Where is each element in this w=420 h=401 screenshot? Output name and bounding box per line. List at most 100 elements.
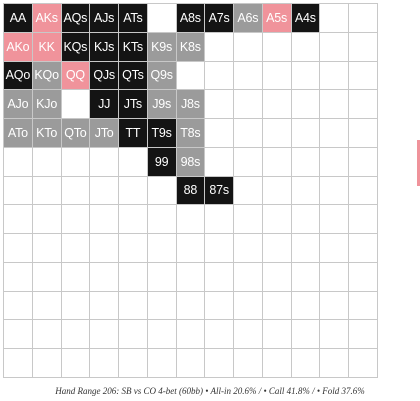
- hand-cell[interactable]: [90, 147, 119, 177]
- hand-cell[interactable]: A6s: [234, 4, 263, 33]
- hand-cell[interactable]: 98s: [176, 147, 206, 177]
- hand-cell[interactable]: [4, 349, 33, 378]
- hand-cell[interactable]: [32, 320, 62, 349]
- hand-cell[interactable]: [205, 262, 234, 292]
- hand-cell[interactable]: [234, 147, 263, 177]
- hand-cell[interactable]: A8s: [176, 4, 206, 33]
- hand-cell[interactable]: [349, 291, 378, 321]
- hand-cell[interactable]: QJs: [90, 61, 119, 91]
- hand-cell[interactable]: [32, 291, 62, 321]
- hand-cell[interactable]: [90, 349, 119, 378]
- hand-cell[interactable]: [349, 147, 378, 177]
- hand-cell[interactable]: [234, 262, 263, 292]
- hand-cell[interactable]: [320, 176, 349, 206]
- hand-cell[interactable]: [291, 349, 321, 378]
- hand-cell[interactable]: [119, 234, 148, 263]
- hand-cell[interactable]: [32, 176, 62, 206]
- hand-cell[interactable]: A5s: [262, 4, 292, 33]
- hand-cell[interactable]: [320, 262, 349, 292]
- hand-cell[interactable]: QTs: [119, 61, 148, 91]
- hand-cell[interactable]: [320, 4, 349, 33]
- hand-cell[interactable]: A7s: [205, 4, 234, 33]
- hand-cell[interactable]: [90, 176, 119, 206]
- hand-cell[interactable]: [349, 119, 378, 148]
- hand-cell[interactable]: AQo: [4, 61, 33, 91]
- hand-cell[interactable]: [176, 205, 206, 234]
- hand-cell[interactable]: [119, 320, 148, 349]
- hand-cell[interactable]: [349, 32, 378, 62]
- hand-cell[interactable]: [4, 320, 33, 349]
- hand-cell[interactable]: K8s: [176, 32, 206, 62]
- hand-cell[interactable]: [234, 32, 263, 62]
- hand-cell[interactable]: [234, 320, 263, 349]
- hand-cell[interactable]: [61, 90, 91, 119]
- hand-cell[interactable]: [349, 61, 378, 91]
- hand-cell[interactable]: [320, 61, 349, 91]
- hand-cell[interactable]: [320, 320, 349, 349]
- hand-cell[interactable]: QQ: [61, 61, 91, 91]
- hand-cell[interactable]: [320, 90, 349, 119]
- hand-cell[interactable]: [349, 176, 378, 206]
- hand-cell[interactable]: [234, 205, 263, 234]
- hand-cell[interactable]: [262, 205, 292, 234]
- hand-cell[interactable]: KTo: [32, 119, 62, 148]
- hand-cell[interactable]: [147, 291, 177, 321]
- hand-cell[interactable]: KK: [32, 32, 62, 62]
- hand-cell[interactable]: [32, 205, 62, 234]
- hand-cell[interactable]: [61, 205, 91, 234]
- hand-cell[interactable]: [4, 205, 33, 234]
- hand-cell[interactable]: [205, 147, 234, 177]
- hand-cell[interactable]: [262, 349, 292, 378]
- hand-cell[interactable]: [119, 262, 148, 292]
- hand-cell[interactable]: [4, 147, 33, 177]
- hand-cell[interactable]: [262, 291, 292, 321]
- hand-cell[interactable]: [90, 320, 119, 349]
- hand-cell[interactable]: T8s: [176, 119, 206, 148]
- hand-cell[interactable]: TT: [119, 119, 148, 148]
- hand-cell[interactable]: [176, 291, 206, 321]
- hand-cell[interactable]: AKs: [32, 4, 62, 33]
- hand-cell[interactable]: [291, 61, 321, 91]
- hand-cell[interactable]: AQs: [61, 4, 91, 33]
- hand-cell[interactable]: 88: [176, 176, 206, 206]
- hand-cell[interactable]: [262, 262, 292, 292]
- hand-cell[interactable]: [4, 291, 33, 321]
- hand-cell[interactable]: JJ: [90, 90, 119, 119]
- hand-cell[interactable]: [147, 349, 177, 378]
- hand-cell[interactable]: [119, 349, 148, 378]
- hand-cell[interactable]: [291, 147, 321, 177]
- hand-cell[interactable]: [234, 119, 263, 148]
- hand-cell[interactable]: JTo: [90, 119, 119, 148]
- hand-cell[interactable]: [90, 262, 119, 292]
- hand-cell[interactable]: KJs: [90, 32, 119, 62]
- hand-cell[interactable]: [61, 349, 91, 378]
- hand-cell[interactable]: [349, 90, 378, 119]
- hand-cell[interactable]: [234, 349, 263, 378]
- hand-cell[interactable]: [90, 291, 119, 321]
- hand-cell[interactable]: [32, 234, 62, 263]
- hand-cell[interactable]: [32, 262, 62, 292]
- hand-cell[interactable]: [262, 176, 292, 206]
- hand-cell[interactable]: [61, 147, 91, 177]
- hand-cell[interactable]: [349, 320, 378, 349]
- hand-cell[interactable]: [349, 262, 378, 292]
- hand-cell[interactable]: [119, 205, 148, 234]
- hand-cell[interactable]: ATs: [119, 4, 148, 33]
- hand-cell[interactable]: J9s: [147, 90, 177, 119]
- hand-cell[interactable]: [320, 147, 349, 177]
- hand-cell[interactable]: [262, 90, 292, 119]
- hand-cell[interactable]: [291, 234, 321, 263]
- hand-cell[interactable]: KTs: [119, 32, 148, 62]
- hand-cell[interactable]: [320, 32, 349, 62]
- hand-cell[interactable]: [176, 234, 206, 263]
- hand-cell[interactable]: [291, 291, 321, 321]
- hand-cell[interactable]: [32, 349, 62, 378]
- hand-cell[interactable]: AA: [4, 4, 33, 33]
- hand-cell[interactable]: [291, 262, 321, 292]
- hand-cell[interactable]: [262, 147, 292, 177]
- hand-cell[interactable]: [234, 176, 263, 206]
- hand-cell[interactable]: [291, 176, 321, 206]
- hand-cell[interactable]: [90, 234, 119, 263]
- hand-cell[interactable]: [205, 32, 234, 62]
- hand-cell[interactable]: [320, 234, 349, 263]
